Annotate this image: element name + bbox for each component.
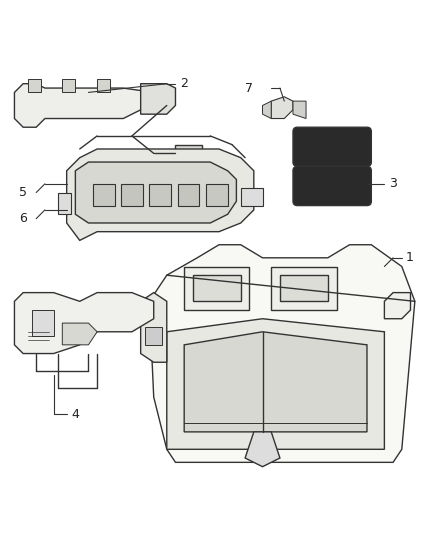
Polygon shape [121, 184, 143, 206]
Polygon shape [241, 188, 262, 206]
FancyBboxPatch shape [293, 127, 371, 166]
Polygon shape [145, 327, 162, 345]
Text: 6: 6 [19, 212, 27, 225]
Polygon shape [293, 101, 306, 118]
Polygon shape [184, 332, 367, 432]
Polygon shape [141, 84, 176, 114]
Polygon shape [67, 149, 254, 240]
Polygon shape [32, 310, 53, 336]
Text: 7: 7 [245, 82, 253, 94]
Text: 5: 5 [19, 186, 27, 199]
Polygon shape [178, 184, 199, 206]
Polygon shape [75, 162, 237, 223]
Polygon shape [93, 184, 115, 206]
Polygon shape [149, 245, 415, 462]
Text: 2: 2 [180, 77, 188, 90]
Polygon shape [28, 79, 41, 92]
Polygon shape [149, 184, 171, 206]
Polygon shape [14, 293, 154, 353]
Polygon shape [62, 79, 75, 92]
Polygon shape [58, 192, 71, 214]
Polygon shape [262, 101, 271, 118]
Polygon shape [206, 184, 228, 206]
Text: 1: 1 [406, 251, 414, 264]
Polygon shape [62, 323, 97, 345]
Polygon shape [280, 275, 328, 301]
Polygon shape [193, 275, 241, 301]
Polygon shape [141, 293, 167, 362]
Polygon shape [176, 144, 201, 162]
Polygon shape [385, 293, 410, 319]
Polygon shape [167, 319, 385, 449]
Polygon shape [97, 79, 110, 92]
Polygon shape [271, 97, 293, 118]
FancyBboxPatch shape [293, 166, 371, 206]
Polygon shape [245, 432, 280, 467]
Text: 3: 3 [389, 177, 397, 190]
Polygon shape [184, 266, 250, 310]
Text: 4: 4 [71, 408, 79, 421]
Polygon shape [14, 84, 154, 127]
Polygon shape [271, 266, 336, 310]
